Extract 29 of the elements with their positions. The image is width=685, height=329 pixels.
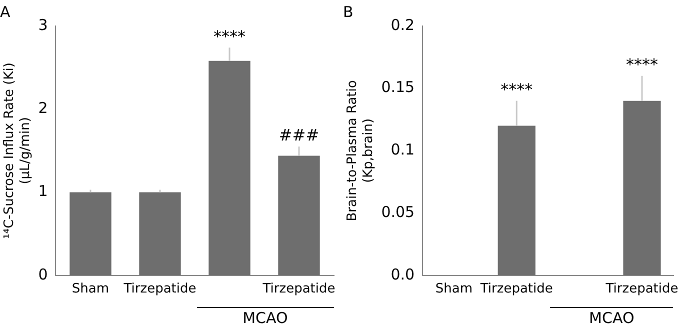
data-label: **** <box>626 55 658 74</box>
y-tick-label: 0.1 <box>390 140 415 159</box>
y-tick-label: 0 <box>38 265 48 284</box>
bar <box>70 192 112 276</box>
y-tick-label: 0.0 <box>390 265 415 284</box>
bar <box>208 60 250 276</box>
x-tick-label: Sham <box>72 282 110 297</box>
x-tick-label: Tirzepatide <box>479 282 553 297</box>
y-tick-label: 0.2 <box>390 16 415 34</box>
chart-title: B <box>343 2 354 21</box>
y-axis-title: ¹⁴C-Sucrose Influx Rate (Ki) (µL/g/min) <box>2 62 33 239</box>
y-tick-label: 0.05 <box>381 202 415 221</box>
data-label: ### <box>278 126 320 145</box>
text: MCAO <box>588 309 636 327</box>
y-tick-label: 2 <box>38 99 48 118</box>
data-label: **** <box>500 80 533 99</box>
bar <box>139 192 181 276</box>
y-axis-title: Brain-to-Plasma Ratio (Kp,brain) <box>345 80 376 222</box>
y-tick-label: 0.15 <box>381 78 415 96</box>
data-label: **** <box>214 26 246 46</box>
x-tick-label: Tirzepatide <box>122 282 196 297</box>
x-tick-label: Tirzepatide <box>262 282 336 297</box>
x-tick-label: Sham <box>435 282 473 297</box>
text: MCAO <box>242 309 289 327</box>
y-tick-label: 1 <box>38 182 48 200</box>
x-tick-label: Tirzepatide <box>604 282 678 297</box>
bar <box>278 156 320 276</box>
y-tick-label: 3 <box>38 16 48 34</box>
chart-title: A <box>0 2 11 21</box>
